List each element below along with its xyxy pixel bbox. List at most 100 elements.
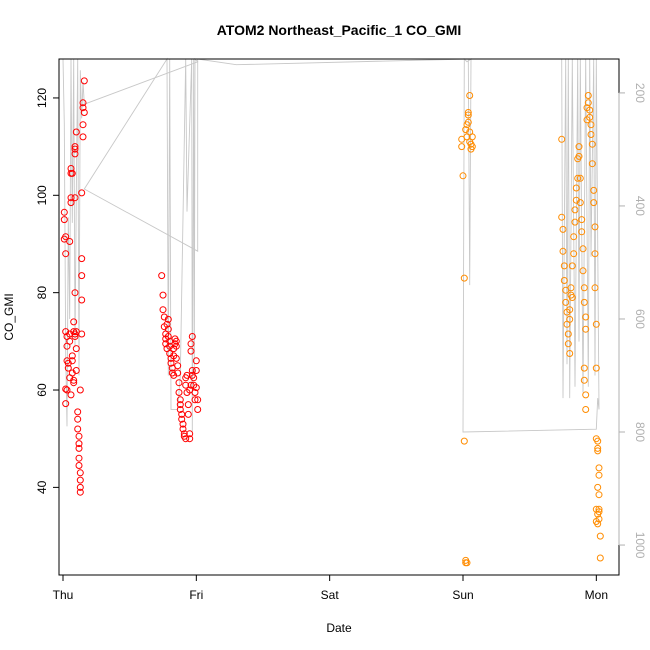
data-point <box>579 245 587 253</box>
data-point <box>80 77 88 85</box>
data-point <box>78 296 86 304</box>
data-point <box>164 333 172 340</box>
y-tick-label: 60 <box>35 383 49 397</box>
data-point <box>71 333 79 340</box>
pressure-trace-line <box>62 57 600 433</box>
data-point <box>67 391 75 399</box>
pressure-line-layer <box>62 57 600 433</box>
data-point <box>79 99 87 107</box>
data-point <box>172 337 180 345</box>
data-point <box>582 391 590 399</box>
data-point <box>595 464 603 472</box>
data-point <box>584 92 592 99</box>
data-point <box>159 291 167 299</box>
data-points-layer <box>60 77 604 567</box>
data-point <box>463 559 471 567</box>
data-point <box>183 371 191 379</box>
y2-tick-label: 600 <box>633 309 647 329</box>
data-point <box>572 184 580 192</box>
data-point <box>75 454 83 462</box>
data-point <box>158 272 166 280</box>
data-point <box>72 345 80 353</box>
data-point <box>574 174 582 182</box>
data-point <box>194 406 202 413</box>
x-tick-label: Sat <box>321 588 340 602</box>
data-point <box>184 410 192 418</box>
data-point <box>586 113 594 121</box>
x-tick-label: Thu <box>53 588 74 602</box>
data-point <box>186 435 194 443</box>
data-point <box>76 386 84 394</box>
data-point <box>180 430 188 438</box>
data-point <box>74 425 82 433</box>
data-point <box>79 104 87 112</box>
data-point <box>568 262 576 270</box>
y2-tick-label: 1000 <box>633 532 647 559</box>
data-point <box>587 121 595 129</box>
data-point <box>468 143 476 151</box>
data-point <box>571 218 579 226</box>
data-point <box>176 396 184 404</box>
data-point <box>75 444 83 452</box>
data-point <box>590 186 598 194</box>
data-point <box>595 491 603 499</box>
data-point <box>594 447 602 455</box>
data-point <box>187 347 195 355</box>
data-point <box>76 476 84 484</box>
data-point <box>566 350 574 357</box>
data-point <box>588 140 596 148</box>
data-point <box>559 225 567 233</box>
data-point <box>582 406 590 413</box>
x-tick-label: Mon <box>585 588 608 602</box>
data-point <box>596 532 604 540</box>
data-point <box>458 143 466 151</box>
data-point <box>80 109 88 116</box>
data-point <box>595 508 603 516</box>
data-point <box>68 169 76 177</box>
data-point <box>586 106 594 114</box>
data-point <box>591 284 599 292</box>
data-point <box>582 325 590 333</box>
data-point <box>78 272 86 280</box>
data-point <box>72 128 80 136</box>
data-point <box>71 143 79 151</box>
data-point <box>176 406 184 413</box>
data-point <box>558 135 566 143</box>
data-point <box>578 216 586 224</box>
data-point <box>175 379 183 387</box>
chart-title: ATOM2 Northeast_Pacific_1 CO_GMI <box>217 22 462 38</box>
data-point <box>559 247 567 255</box>
data-point <box>188 367 196 374</box>
data-point <box>78 330 86 338</box>
data-point <box>187 340 195 348</box>
data-point <box>570 233 578 241</box>
data-point <box>176 401 184 409</box>
data-point <box>192 367 200 374</box>
data-point <box>184 401 192 409</box>
data-point <box>66 238 74 245</box>
y-tick-label: 120 <box>35 88 49 108</box>
data-point <box>460 274 468 282</box>
data-point <box>560 262 568 270</box>
data-point <box>74 415 82 423</box>
data-point <box>576 199 584 207</box>
y-axis-right: 200 400 600 800 1000 <box>618 83 647 559</box>
y-tick-label: 80 <box>35 286 49 300</box>
y2-tick-label: 200 <box>633 83 647 103</box>
data-point <box>594 483 602 491</box>
data-point <box>596 554 604 562</box>
x-axis-label: Date <box>326 621 352 635</box>
data-point <box>68 357 76 365</box>
x-tick-label: Fri <box>189 588 203 602</box>
data-point <box>592 320 600 328</box>
y-tick-label: 100 <box>35 185 49 205</box>
data-point <box>580 298 588 306</box>
data-point <box>562 298 570 306</box>
data-point <box>190 374 198 382</box>
data-point <box>182 381 190 389</box>
data-point <box>167 359 175 367</box>
data-point <box>570 250 578 258</box>
data-point <box>186 430 194 438</box>
data-point <box>68 352 76 360</box>
data-point <box>62 250 70 258</box>
